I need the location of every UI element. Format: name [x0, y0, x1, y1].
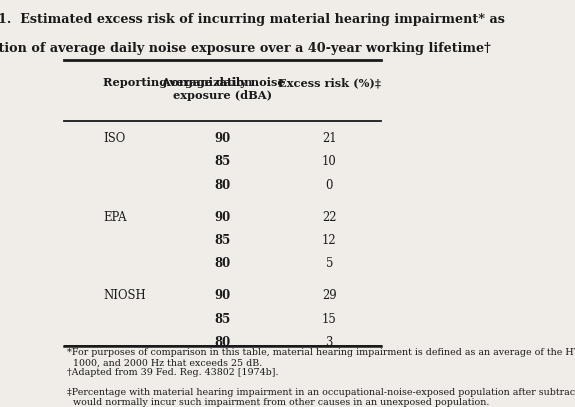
Text: Reporting organization: Reporting organization	[103, 77, 252, 88]
Text: †Adapted from 39 Fed. Reg. 43802 [1974b].: †Adapted from 39 Fed. Reg. 43802 [1974b]…	[67, 368, 279, 377]
Text: 80: 80	[214, 336, 231, 349]
Text: 5: 5	[325, 258, 333, 271]
Text: 21: 21	[322, 132, 336, 145]
Text: Average daily noise
exposure (dBA): Average daily noise exposure (dBA)	[161, 77, 285, 101]
Text: 80: 80	[214, 258, 231, 271]
Text: 12: 12	[322, 234, 336, 247]
Text: 90: 90	[214, 210, 231, 223]
Text: 29: 29	[322, 289, 336, 302]
Text: 90: 90	[214, 132, 231, 145]
Text: 22: 22	[322, 210, 336, 223]
Text: Excess risk (%)‡: Excess risk (%)‡	[278, 77, 381, 88]
Text: 15: 15	[322, 313, 336, 326]
Text: 0: 0	[325, 179, 333, 192]
Text: 80: 80	[214, 179, 231, 192]
Text: NIOSH: NIOSH	[103, 289, 146, 302]
Text: *For purposes of comparison in this table, material hearing impairment is define: *For purposes of comparison in this tabl…	[67, 348, 575, 368]
Text: 85: 85	[214, 155, 231, 168]
Text: 10: 10	[322, 155, 336, 168]
Text: 85: 85	[214, 313, 231, 326]
Text: Table 3–1.  Estimated excess risk of incurring material hearing impairment* as: Table 3–1. Estimated excess risk of incu…	[0, 13, 505, 26]
Text: 3: 3	[325, 336, 333, 349]
Text: ‡Percentage with material hearing impairment in an occupational-noise-exposed po: ‡Percentage with material hearing impair…	[67, 387, 575, 407]
Text: ISO: ISO	[103, 132, 125, 145]
Text: 85: 85	[214, 234, 231, 247]
Text: 90: 90	[214, 289, 231, 302]
Text: a function of average daily noise exposure over a 40-year working lifetime†: a function of average daily noise exposu…	[0, 42, 491, 55]
Text: EPA: EPA	[103, 210, 126, 223]
